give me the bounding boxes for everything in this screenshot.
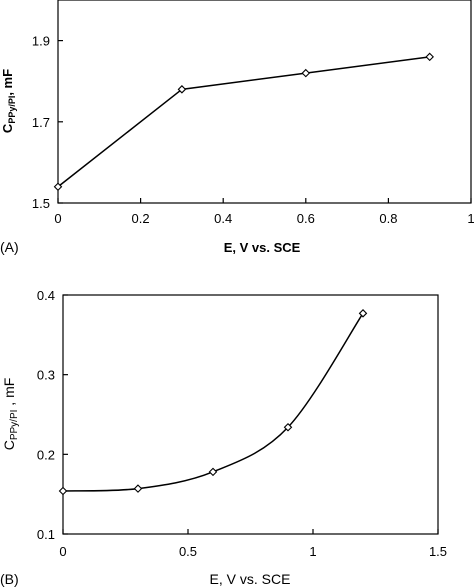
x-tick-label: 0.5 — [179, 544, 197, 559]
data-point-marker — [208, 467, 218, 477]
data-point-marker — [58, 486, 68, 496]
data-point-marker — [301, 68, 311, 78]
y-axis-ticks-a: 1.5 1.7 1.9 — [32, 34, 63, 211]
panel-label-a: (A) — [0, 239, 19, 255]
x-tick-label: 0 — [54, 211, 61, 226]
chart-panel-a: 1.5 1.7 1.9 0 0.2 0.4 0.6 0.8 1 CPPy/PI, mF E, … — [0, 0, 474, 255]
data-point-marker — [358, 309, 368, 318]
series-points-b — [58, 309, 368, 496]
y-tick-label: 0.4 — [37, 288, 55, 303]
chart-panel-b: 0.1 0.2 0.3 0.4 0 0.5 1 1.5 CPPy/PI , mF E, V … — [0, 288, 447, 587]
panel-label-b: (B) — [0, 571, 19, 587]
y-tick-label: 1.5 — [32, 196, 50, 211]
y-tick-label: 0.1 — [37, 527, 55, 542]
x-tick-label: 0 — [59, 544, 66, 559]
data-point-marker — [177, 85, 187, 94]
y-tick-label: 1.7 — [32, 115, 50, 130]
data-point-marker — [425, 52, 434, 62]
y-axis-label-b: CPPy/PI , mF — [1, 378, 20, 451]
y-axis-label-a: CPPy/PI, mF — [0, 69, 17, 133]
plot-area-a — [57, 0, 472, 204]
x-tick-label: 1.5 — [429, 544, 447, 559]
x-tick-label: 0.4 — [214, 211, 232, 226]
data-point-marker — [133, 484, 143, 493]
x-axis-ticks-a: 0 0.2 0.4 0.6 0.8 1 — [54, 198, 474, 226]
series-line-a — [57, 56, 430, 188]
x-tick-label: 0.2 — [132, 211, 150, 226]
x-axis-label-a: E, V vs. SCE — [224, 240, 301, 255]
y-axis-ticks-b: 0.1 0.2 0.3 0.4 — [37, 288, 68, 542]
x-axis-label-b: E, V vs. SCE — [210, 571, 291, 587]
x-tick-label: 1 — [309, 544, 316, 559]
y-tick-label: 1.9 — [32, 34, 50, 49]
y-tick-label: 0.2 — [37, 447, 55, 462]
series-points-a — [53, 52, 434, 192]
x-tick-label: 1 — [467, 211, 474, 226]
x-tick-label: 0.8 — [379, 211, 397, 226]
series-line-b — [62, 312, 364, 492]
data-point-marker — [53, 182, 63, 192]
y-tick-label: 0.3 — [37, 368, 55, 383]
x-axis-ticks-b: 0 0.5 1 1.5 — [59, 529, 447, 559]
x-tick-label: 0.6 — [297, 211, 315, 226]
plot-area-b — [62, 294, 439, 535]
data-point-marker — [283, 422, 293, 432]
